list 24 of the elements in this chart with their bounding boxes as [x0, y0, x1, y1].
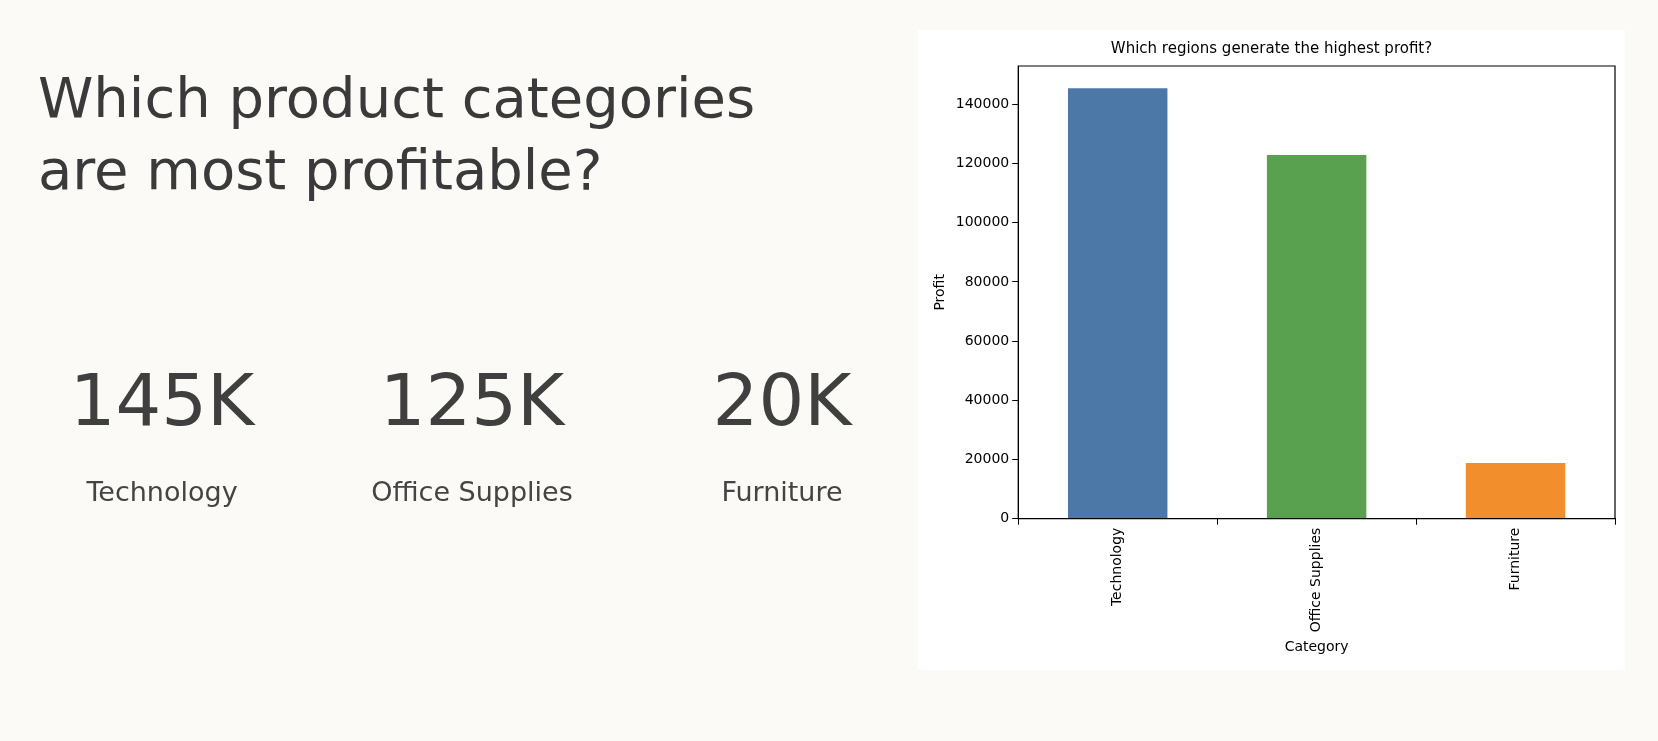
- text: Which product categories are most profitable?: [38, 64, 757, 204]
- y-tick-label: 80000: [964, 272, 1010, 289]
- y-tick-label: 20000: [964, 450, 1010, 467]
- x-axis-title: Category: [1284, 638, 1349, 655]
- text: Furniture: [720, 476, 844, 507]
- y-tick-label: 140000: [955, 95, 1010, 112]
- y-tick-label: 100000: [955, 213, 1010, 230]
- text: Technology: [85, 476, 239, 507]
- text: 125K: [378, 358, 567, 442]
- y-tick-label: 0: [1000, 509, 1010, 526]
- y-tick-label: 60000: [964, 331, 1010, 348]
- bar: [1266, 155, 1367, 519]
- text: Office Supplies: [370, 476, 574, 507]
- x-tick-label: Furniture: [1506, 527, 1523, 591]
- x-tick-label: Technology: [1108, 527, 1125, 608]
- y-axis-title: Profit: [931, 273, 948, 311]
- y-tick-label: 40000: [964, 390, 1010, 407]
- chart-title: Which regions generate the highest profit?: [1110, 38, 1433, 57]
- text: 145K: [68, 358, 257, 442]
- bar: [1067, 88, 1168, 519]
- text: 20K: [711, 358, 854, 442]
- bar: [1465, 463, 1566, 519]
- y-tick-label: 120000: [955, 154, 1010, 171]
- x-tick-label: Office Supplies: [1307, 527, 1324, 633]
